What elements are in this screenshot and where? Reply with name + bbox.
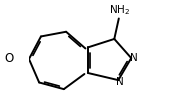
Text: O: O — [5, 52, 14, 65]
Text: N: N — [130, 53, 138, 63]
Text: NH$_2$: NH$_2$ — [108, 3, 130, 17]
Text: N: N — [116, 77, 123, 87]
